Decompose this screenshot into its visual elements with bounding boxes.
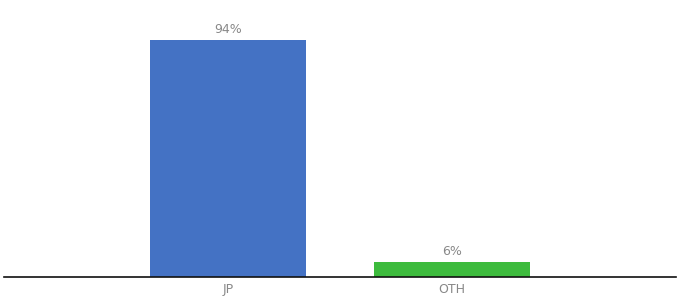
Text: 94%: 94% bbox=[214, 23, 242, 36]
Text: 6%: 6% bbox=[442, 245, 462, 258]
Bar bbox=[150, 40, 307, 277]
Bar bbox=[373, 262, 530, 277]
